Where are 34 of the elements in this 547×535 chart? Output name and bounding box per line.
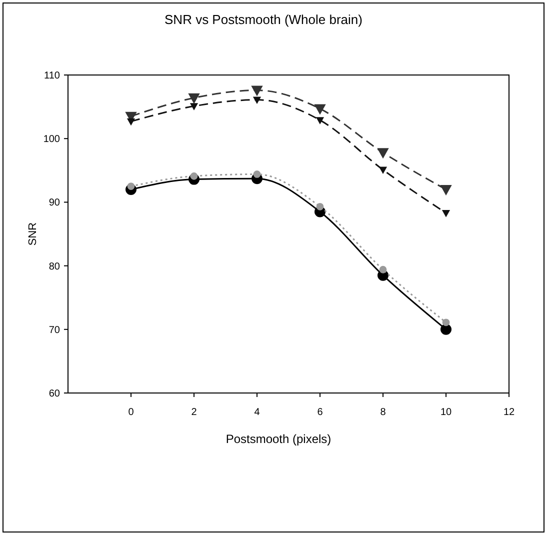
point	[316, 117, 324, 124]
x-tick-label: 12	[503, 407, 515, 418]
y-tick-label: 60	[48, 388, 60, 400]
point	[188, 93, 200, 104]
point	[190, 172, 198, 180]
point	[442, 210, 450, 217]
y-axis-title: SNR	[27, 222, 39, 246]
point	[314, 104, 326, 114]
x-tick-label: 0	[128, 407, 134, 418]
x-tick-label: 4	[254, 407, 260, 418]
y-tick-label: 100	[43, 134, 60, 146]
point	[252, 86, 262, 96]
point	[127, 118, 135, 126]
point	[378, 148, 388, 158]
point	[190, 103, 198, 110]
point	[127, 182, 135, 190]
point	[440, 324, 452, 335]
point	[253, 96, 261, 104]
point	[316, 202, 324, 210]
x-tick-label: 2	[191, 407, 198, 418]
x-tick-label: 6	[317, 407, 324, 418]
y-tick-label: 70	[48, 324, 60, 336]
point	[440, 184, 452, 195]
point	[379, 166, 387, 174]
x-tick-label: 8	[380, 407, 386, 418]
point	[253, 170, 261, 178]
point	[379, 266, 387, 274]
y-tick-label: 110	[44, 70, 60, 82]
x-axis-title: Postsmooth (pixels)	[226, 432, 332, 446]
x-tick-label: 10	[440, 407, 452, 418]
chart-title: SNR vs Postsmooth (Whole brain)	[164, 12, 362, 27]
y-tick-label: 80	[48, 261, 60, 272]
y-tick-label: 90	[48, 198, 60, 209]
point	[442, 318, 450, 326]
